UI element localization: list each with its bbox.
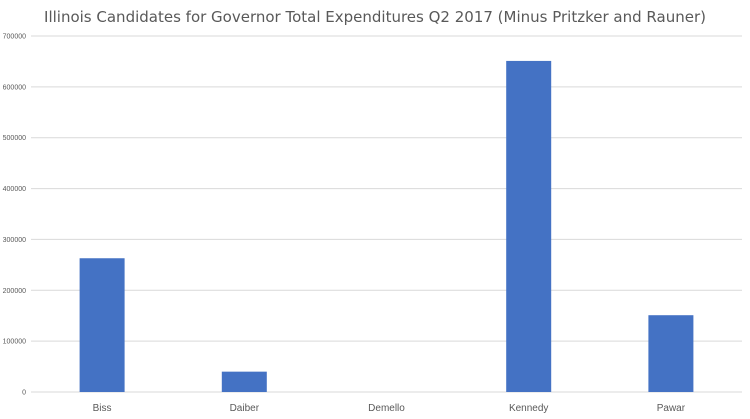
y-tick-label: 400000 bbox=[3, 186, 26, 193]
x-tick-label: Daiber bbox=[230, 403, 260, 414]
y-tick-label: 300000 bbox=[3, 237, 26, 244]
bar-pawar bbox=[648, 315, 694, 392]
bar-biss bbox=[79, 258, 125, 392]
x-tick-label: Pawar bbox=[657, 403, 686, 414]
y-tick-label: 0 bbox=[22, 390, 26, 397]
x-tick-label: Demello bbox=[368, 403, 405, 414]
bar-daiber bbox=[221, 371, 267, 392]
chart-title: Illinois Candidates for Governor Total E… bbox=[44, 8, 706, 26]
y-tick-label: 700000 bbox=[3, 34, 26, 41]
x-tick-label: Kennedy bbox=[509, 403, 548, 414]
y-tick-label: 200000 bbox=[3, 288, 26, 295]
y-tick-label: 600000 bbox=[3, 84, 26, 91]
x-tick-label: Biss bbox=[93, 403, 112, 414]
y-tick-label: 100000 bbox=[3, 339, 26, 346]
y-tick-label: 500000 bbox=[3, 135, 26, 142]
bar-kennedy bbox=[506, 60, 552, 393]
